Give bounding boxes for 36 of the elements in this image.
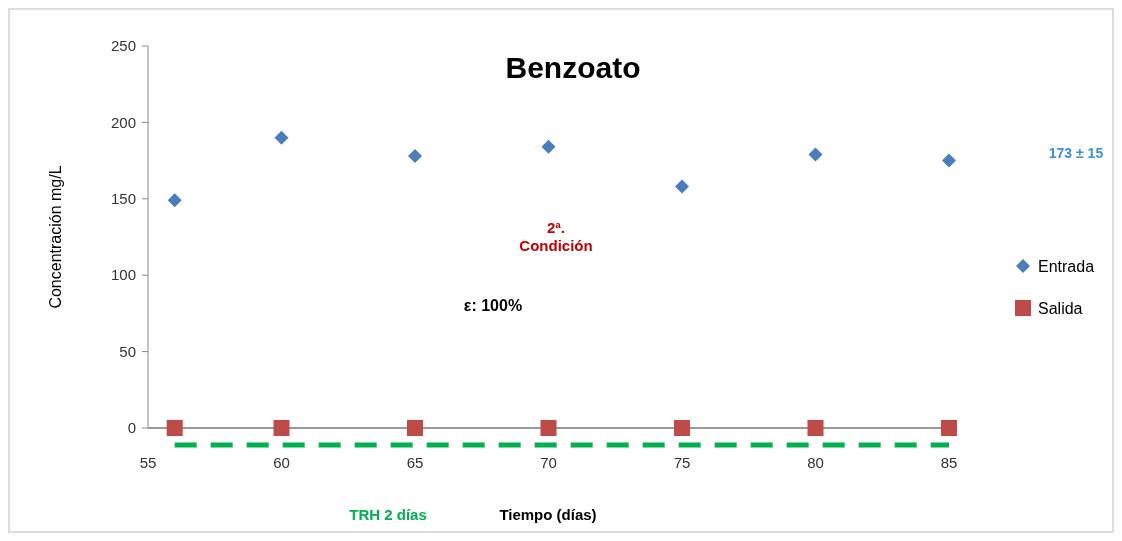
legend-label: Salida [1038, 299, 1083, 317]
point [408, 149, 422, 164]
annotation: 2ª. Condición [519, 219, 593, 254]
point [675, 179, 689, 194]
y-axis-title: Concentración mg/L [47, 165, 64, 309]
point [541, 139, 556, 154]
point [274, 130, 289, 145]
x-tick-label: 75 [673, 454, 691, 471]
point [407, 420, 423, 436]
x-tick-label: 55 [139, 454, 157, 471]
point [167, 193, 182, 208]
point [808, 147, 823, 162]
chart-title: Benzoato [505, 51, 641, 84]
y-tick-label: 0 [127, 419, 136, 437]
y-tick-label: 150 [110, 190, 136, 208]
x-tick-label: 65 [406, 454, 424, 471]
point [166, 420, 183, 436]
x-axis-title: Tiempo (días) [499, 506, 597, 523]
x-tick-label: 60 [273, 454, 290, 471]
y-tick-label: 200 [110, 113, 136, 131]
x-tick-label: 70 [540, 454, 557, 471]
point [942, 153, 956, 168]
point [941, 420, 957, 436]
legend-label: Entrada [1038, 257, 1095, 275]
x-tick-label: 85 [940, 454, 958, 471]
point [273, 420, 290, 436]
text: TRH 2 días [349, 506, 427, 523]
point [807, 420, 824, 436]
point [674, 420, 690, 436]
y-tick-label: 250 [110, 37, 136, 55]
x-tick-label: 80 [807, 454, 824, 471]
text: 173 ± 15 [1048, 145, 1104, 161]
y-tick-label: 100 [110, 266, 136, 284]
y-tick-label: 50 [119, 342, 136, 360]
annotation: ε: 100% [463, 297, 523, 314]
point [540, 420, 557, 436]
